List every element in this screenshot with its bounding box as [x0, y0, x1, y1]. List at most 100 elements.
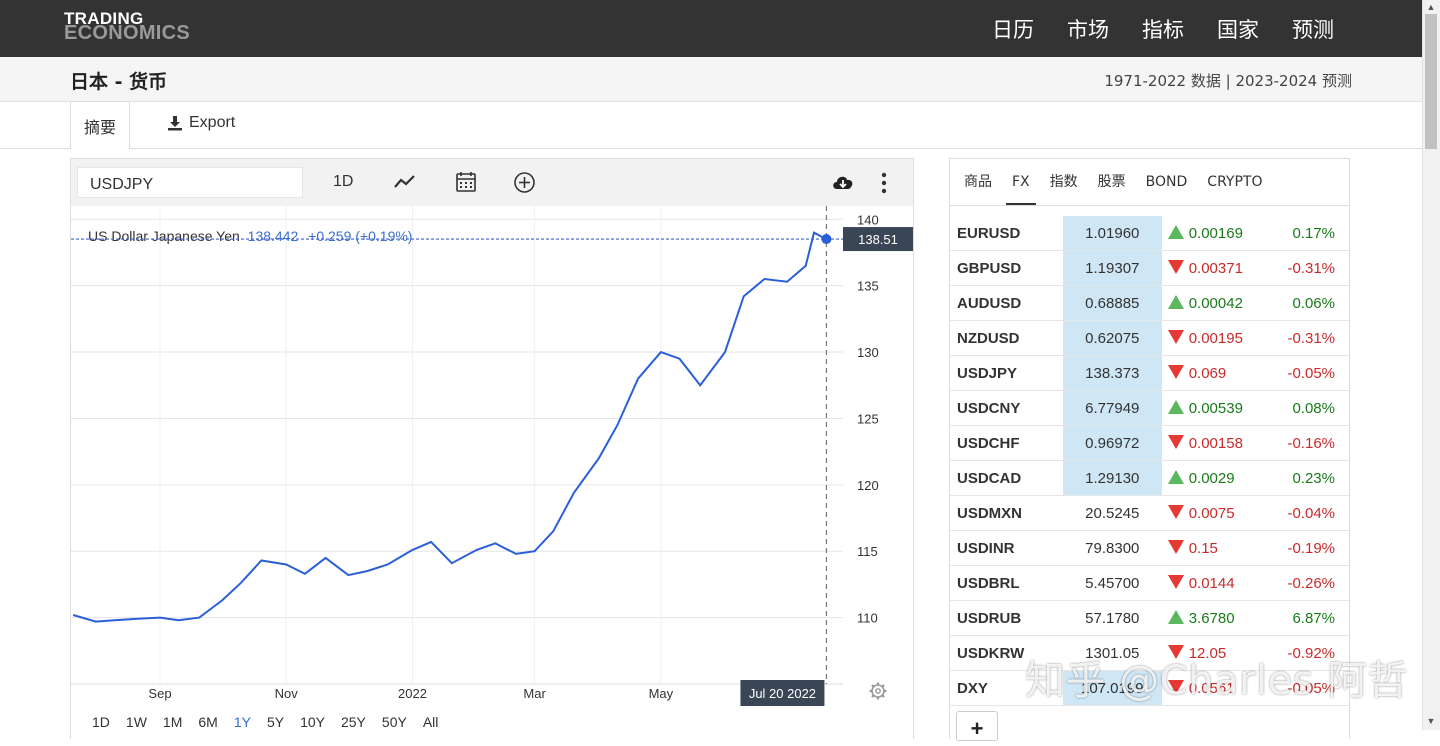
calendar-icon[interactable]: [455, 171, 477, 193]
quote-percent: 0.23%: [1287, 460, 1349, 496]
chart-legend-price: 138.442: [248, 228, 299, 244]
scroll-up-icon[interactable]: ▲: [1426, 2, 1436, 12]
range-50y[interactable]: 50Y: [381, 714, 407, 730]
range-1y[interactable]: 1Y: [233, 714, 251, 730]
more-options-icon[interactable]: [879, 171, 889, 195]
tab-crypto[interactable]: CRYPTO: [1207, 174, 1263, 190]
range-1m[interactable]: 1M: [162, 714, 183, 730]
page-scrollbar[interactable]: [1422, 0, 1440, 730]
quote-symbol: USDBRL: [950, 565, 1063, 601]
x-axis: Sep Nov 2022 Mar May: [148, 686, 673, 701]
quote-symbol: USDMXN: [950, 495, 1063, 531]
chart-settings-icon[interactable]: [869, 682, 887, 700]
quote-change-value: 0.00371: [1188, 259, 1243, 277]
arrow-up-icon: [1167, 469, 1184, 484]
quote-row[interactable]: NZDUSD 0.62075 0.00195 -0.31%: [950, 320, 1349, 356]
quote-price: 138.373: [1062, 355, 1162, 391]
add-indicator-icon[interactable]: [513, 171, 536, 194]
quote-row[interactable]: GBPUSD 1.19307 0.00371 -0.31%: [950, 250, 1349, 286]
quote-change-value: 0.00169: [1188, 224, 1243, 242]
quote-change-value: 0.00539: [1188, 399, 1243, 417]
quote-symbol: AUDUSD: [950, 285, 1063, 321]
arrow-up-icon: [1167, 609, 1184, 624]
range-25y[interactable]: 25Y: [340, 714, 366, 730]
quote-percent: -0.31%: [1287, 250, 1349, 286]
scroll-down-icon[interactable]: ▼: [1426, 716, 1436, 726]
quote-symbol: EURUSD: [950, 216, 1063, 251]
scrollbar-thumb[interactable]: [1425, 14, 1437, 149]
tab-bond[interactable]: BOND: [1145, 174, 1188, 190]
nav-forecasts[interactable]: 预测: [1292, 17, 1334, 42]
nav-markets[interactable]: 市场: [1067, 17, 1109, 42]
arrow-down-icon: [1167, 574, 1184, 589]
quote-percent: -0.19%: [1287, 530, 1349, 566]
quote-change-value: 0.0144: [1188, 574, 1235, 592]
interval-button[interactable]: 1D: [333, 173, 354, 190]
main-menu: 日历 市场 指标 国家 预测: [992, 0, 1334, 57]
quotes-table: EURUSD 1.01960 0.00169 0.17% GBPUSD 1.19307 0.…: [950, 216, 1349, 706]
chart-legend-name: US Dollar Japanese Yen: [88, 228, 240, 244]
cloud-download-icon[interactable]: [831, 173, 855, 191]
arrow-down-icon: [1167, 364, 1184, 379]
quote-row[interactable]: USDKRW 1301.05 12.05 -0.92%: [950, 635, 1349, 671]
quote-row[interactable]: USDJPY 138.373 0.069 -0.05%: [950, 355, 1349, 391]
chart-panel: USDJPY 1D US Dollar Japanese Yen 138.442…: [70, 158, 914, 739]
quote-row[interactable]: DXY 107.0199 0.0561 -0.05%: [950, 670, 1349, 706]
quote-change-value: 0.00042: [1188, 294, 1243, 312]
range-10y[interactable]: 10Y: [300, 714, 325, 730]
tab-commodities[interactable]: 商品: [964, 174, 992, 190]
quote-row[interactable]: EURUSD 1.01960 0.00169 0.17%: [950, 216, 1349, 251]
quote-row[interactable]: USDBRL 5.45700 0.0144 -0.26%: [950, 565, 1349, 601]
quote-percent: 0.17%: [1287, 216, 1349, 251]
arrow-down-icon: [1167, 539, 1184, 554]
quote-row[interactable]: USDCHF 0.96972 0.00158 -0.16%: [950, 425, 1349, 461]
quote-row[interactable]: USDRUB 57.1780 3.6780 6.87%: [950, 600, 1349, 636]
quote-change: 0.15: [1161, 530, 1288, 566]
quote-price: 1.01960: [1062, 216, 1162, 251]
quote-change-value: 3.6780: [1188, 609, 1235, 627]
tab-fx[interactable]: FX: [1006, 159, 1036, 205]
y-tick-label: 115: [857, 544, 878, 559]
range-1d[interactable]: 1D: [92, 714, 110, 730]
logo-line-2: ECONOMICS: [64, 22, 191, 44]
nav-countries[interactable]: 国家: [1217, 17, 1259, 42]
page-title: 日本 - 货币: [70, 71, 168, 93]
quote-change-value: 0.15: [1188, 539, 1218, 557]
tab-indexes[interactable]: 指数: [1049, 174, 1078, 190]
range-1w[interactable]: 1W: [125, 714, 147, 730]
quote-row[interactable]: USDCAD 1.29130 0.0029 0.23%: [950, 460, 1349, 496]
trading-economics-logo[interactable]: TRADING ECONOMICS: [64, 10, 191, 44]
quote-symbol: USDINR: [950, 530, 1063, 566]
x-tick-label: 2022: [398, 686, 427, 701]
tab-stocks[interactable]: 股票: [1097, 174, 1126, 190]
tab-summary[interactable]: 摘要: [70, 101, 130, 150]
quote-change-value: 0.00158: [1188, 434, 1243, 452]
quote-percent: -0.05%: [1287, 670, 1349, 706]
x-tick-label: May: [649, 686, 674, 701]
quote-change: 12.05: [1161, 635, 1288, 671]
y-tick-label: 110: [857, 611, 878, 626]
nav-indicators[interactable]: 指标: [1142, 17, 1184, 42]
quote-row[interactable]: AUDUSD 0.68885 0.00042 0.06%: [950, 285, 1349, 321]
quote-change: 0.00042: [1161, 285, 1288, 321]
nav-calendar[interactable]: 日历: [992, 17, 1034, 42]
quote-change-value: 0.00195: [1188, 329, 1243, 347]
symbol-input[interactable]: USDJPY: [77, 167, 303, 198]
y-tick-label: 125: [857, 411, 879, 426]
range-all[interactable]: All: [422, 714, 439, 730]
export-button[interactable]: Export: [167, 114, 235, 132]
quote-row[interactable]: USDINR 79.8300 0.15 -0.19%: [950, 530, 1349, 566]
quote-price: 0.96972: [1062, 425, 1162, 461]
range-5y[interactable]: 5Y: [266, 714, 285, 730]
add-quote-button[interactable]: +: [956, 711, 998, 741]
quote-row[interactable]: USDCNY 6.77949 0.00539 0.08%: [950, 390, 1349, 426]
quote-change: 0.00539: [1161, 390, 1288, 426]
price-chart[interactable]: US Dollar Japanese Yen 138.442 +0.259 (+…: [71, 206, 913, 711]
quote-change: 0.00195: [1161, 320, 1288, 356]
arrow-down-icon: [1167, 259, 1184, 274]
chart-type-icon[interactable]: [393, 174, 417, 190]
quote-price: 79.8300: [1062, 530, 1162, 566]
quote-row[interactable]: USDMXN 20.5245 0.0075 -0.04%: [950, 495, 1349, 531]
range-6m[interactable]: 6M: [198, 714, 218, 730]
quote-percent: -0.05%: [1287, 355, 1349, 391]
